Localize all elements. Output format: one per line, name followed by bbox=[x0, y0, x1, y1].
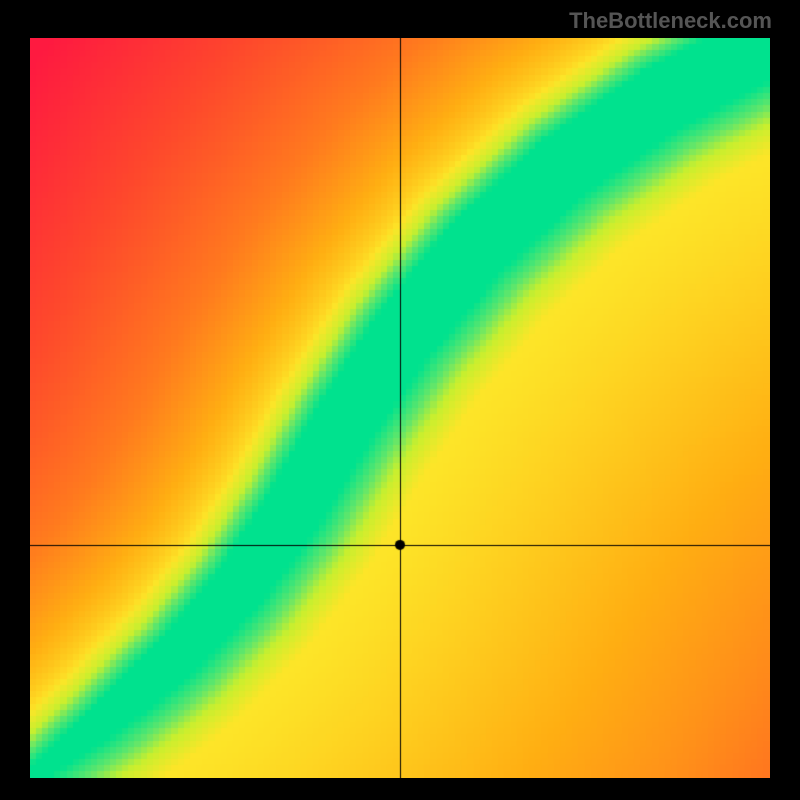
bottleneck-heatmap bbox=[30, 38, 770, 778]
chart-container: TheBottleneck.com bbox=[0, 0, 800, 800]
watermark-text: TheBottleneck.com bbox=[569, 8, 772, 34]
